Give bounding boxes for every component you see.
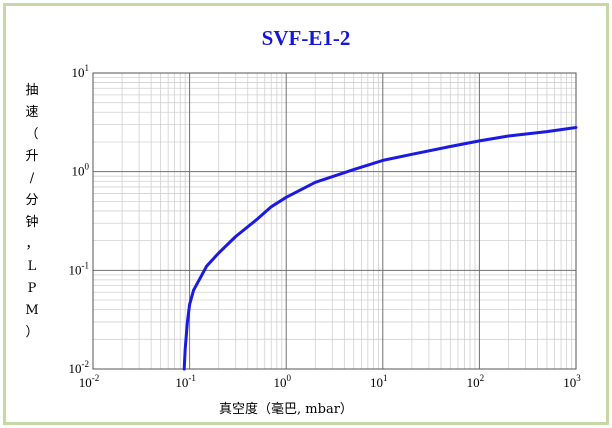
x-tick-label: 100 [273, 373, 291, 390]
y-tick-label: 101 [72, 63, 90, 80]
x-tick-label: 10-2 [79, 373, 100, 390]
y-axis-label-char: 钟 [25, 215, 39, 230]
grid-major-lines [93, 73, 576, 369]
x-tick-label: 101 [370, 373, 388, 390]
y-axis-label-char: 抽 [25, 83, 39, 98]
y-axis-label-char: ， [25, 237, 39, 252]
plot-area-border [92, 72, 577, 370]
y-axis-label-char: 速 [25, 105, 39, 120]
x-tick-label: 10-1 [175, 373, 196, 390]
y-tick-label: 100 [72, 162, 90, 179]
x-tick-label: 102 [467, 373, 485, 390]
y-axis-label-char: 升 [25, 149, 39, 164]
y-axis-label-char: ） [25, 325, 39, 340]
y-axis-label-char: P [27, 281, 37, 296]
y-tick-label: 10-2 [69, 359, 90, 376]
plot-border [92, 72, 577, 370]
x-axis-label: 真空度（毫巴, mbar） [219, 402, 353, 417]
x-tick-label: 103 [563, 373, 581, 390]
y-axis-label-char: / [29, 171, 35, 186]
grid-minor-lines [93, 73, 576, 369]
y-axis-label-char: （ [25, 127, 39, 142]
series-group [182, 126, 578, 371]
y-tick-label: 10-1 [69, 260, 90, 277]
y-axis-label-char: L [27, 259, 37, 274]
y-axis-label: 抽速 （ 升 / 分钟 ， L P M ） [22, 80, 42, 344]
y-axis-label-char: M [25, 303, 39, 318]
y-axis-label-char: 分 [25, 193, 39, 208]
series-line [182, 126, 578, 371]
x-tick-labels: 10-2 10-1 100 101 102 103 [79, 373, 582, 390]
chart-title: SVF-E1-2 [261, 26, 351, 50]
y-tick-labels: 10-2 10-1 100 101 [69, 63, 90, 376]
